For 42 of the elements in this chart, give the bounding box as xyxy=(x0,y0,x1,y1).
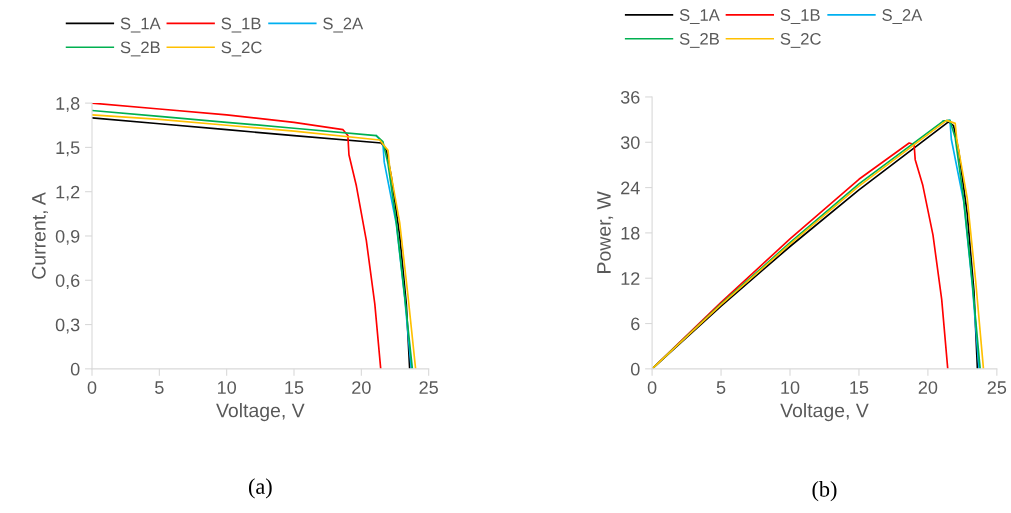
legend-label: S_1A xyxy=(679,9,720,25)
y-tick-label: 30 xyxy=(620,136,640,149)
legend-label: S_2B xyxy=(120,41,160,57)
text: (a) xyxy=(248,478,272,499)
y-tick-label: 0,9 xyxy=(55,229,80,245)
x-tick-label: 25 xyxy=(987,381,1007,394)
y-tick-label: 0,6 xyxy=(55,274,80,290)
x-tick-label: 20 xyxy=(352,381,371,394)
legend-label: S_1B xyxy=(221,17,261,33)
x-tick-label: 0 xyxy=(647,381,657,394)
legend-label: S_1B xyxy=(780,9,820,25)
y-tick-label: 24 xyxy=(621,181,640,195)
x-tick-label: 20 xyxy=(918,381,938,394)
x-tick-label: 5 xyxy=(155,381,164,394)
x-tick-label: 10 xyxy=(218,381,236,394)
y-tick-label: 1,2 xyxy=(56,185,80,201)
y-tick-label: 0 xyxy=(70,362,80,376)
x-axis-title: Voltage, V xyxy=(216,403,305,422)
legend-label: S_2B xyxy=(679,32,719,48)
y-axis-title: Current, A xyxy=(31,192,48,279)
x-tick-label: 15 xyxy=(850,381,869,394)
x-tick-label: 5 xyxy=(716,381,726,394)
y-tick-label: 0,3 xyxy=(55,318,80,334)
y-tick-label: 1,8 xyxy=(56,97,80,112)
y-tick-label: 18 xyxy=(621,226,640,240)
x-tick-label: 10 xyxy=(781,381,800,394)
y-tick-label: 6 xyxy=(631,317,640,331)
legend-label: S_2A xyxy=(882,9,923,25)
y-tick-label: 0 xyxy=(630,362,640,376)
y-axis-title: Power, W xyxy=(597,191,614,273)
x-axis-title: Voltage, V xyxy=(780,403,869,422)
y-tick-label: 1,5 xyxy=(56,141,80,157)
legend-label: S_2A xyxy=(323,17,364,33)
x-tick-label: 15 xyxy=(285,381,304,394)
x-tick-label: 0 xyxy=(87,381,97,394)
y-tick-label: 36 xyxy=(620,90,640,104)
legend-label: S_2C xyxy=(221,41,262,57)
legend-label: S_1A xyxy=(120,17,161,33)
y-tick-label: 12 xyxy=(621,272,640,285)
x-tick-label: 25 xyxy=(419,381,438,394)
text: (b) xyxy=(812,481,837,502)
legend-label: S_2C xyxy=(780,32,821,48)
